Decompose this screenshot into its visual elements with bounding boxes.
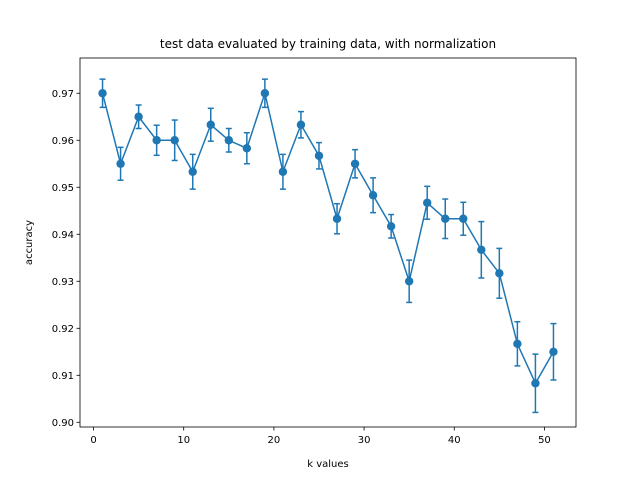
- data-point: [459, 214, 468, 223]
- data-point: [260, 89, 270, 98]
- data-point: [206, 120, 215, 129]
- y-tick-label: 0.90: [52, 418, 74, 429]
- data-point: [188, 167, 197, 176]
- data-point: [404, 277, 414, 286]
- y-axis-label: accuracy: [24, 220, 35, 265]
- data-point: [423, 198, 432, 207]
- data-point: [531, 379, 540, 388]
- chart-title: test data evaluated by training data, wi…: [160, 37, 496, 51]
- x-tick-label: 0: [90, 435, 96, 446]
- x-axis-label: k values: [307, 459, 349, 470]
- x-axis: 0 10 20 30 40 50: [90, 427, 551, 446]
- data-point: [549, 347, 558, 356]
- y-axis: 0.90 0.91 0.92 0.93 0.94 0.95 0.96 0.97: [52, 89, 80, 429]
- data-point: [116, 159, 125, 168]
- data-point: [278, 167, 288, 176]
- y-tick-label: 0.96: [52, 136, 74, 147]
- x-tick-label: 20: [268, 435, 281, 446]
- data-point: [386, 222, 396, 231]
- data-point: [513, 339, 522, 348]
- data-point: [332, 214, 342, 223]
- data-point: [152, 136, 161, 145]
- x-tick-label: 40: [448, 435, 461, 446]
- y-tick-label: 0.93: [52, 277, 74, 288]
- data-point: [314, 151, 324, 160]
- data-point: [224, 136, 233, 145]
- data-point: [98, 89, 107, 98]
- y-tick-label: 0.91: [52, 371, 74, 382]
- data-point: [477, 245, 486, 254]
- data-point: [134, 112, 143, 121]
- data-point: [170, 136, 179, 145]
- x-tick-label: 50: [538, 435, 551, 446]
- x-tick-label: 10: [177, 435, 190, 446]
- series-line: [101, 92, 555, 385]
- data-point: [350, 159, 360, 168]
- y-tick-label: 0.95: [52, 183, 74, 194]
- y-tick-label: 0.97: [52, 89, 74, 100]
- data-point: [296, 120, 306, 129]
- data-point: [242, 144, 252, 153]
- x-tick-label: 30: [358, 435, 371, 446]
- y-tick-label: 0.94: [52, 230, 74, 241]
- plot-frame: [79, 57, 577, 428]
- data-point: [441, 214, 450, 223]
- y-tick-label: 0.92: [52, 324, 74, 335]
- plot-marks: [98, 78, 558, 414]
- data-point: [495, 269, 504, 278]
- data-point: [368, 191, 378, 200]
